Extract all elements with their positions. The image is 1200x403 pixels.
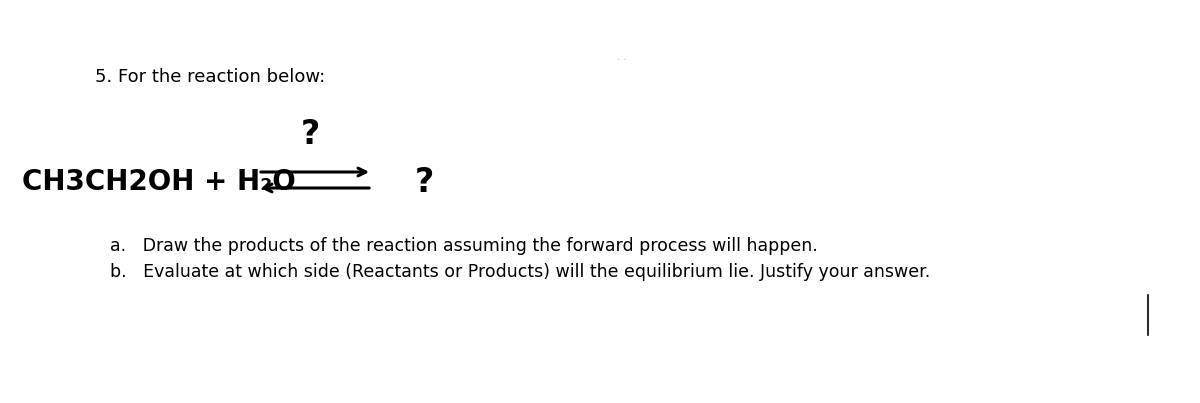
Text: a.   Draw the products of the reaction assuming the forward process will happen.: a. Draw the products of the reaction ass… <box>110 237 817 255</box>
Text: ?: ? <box>300 118 319 151</box>
Text: 5. For the reaction below:: 5. For the reaction below: <box>95 68 325 86</box>
Text: ?: ? <box>415 166 434 199</box>
Text: b.   Evaluate at which side (Reactants or Products) will the equilibrium lie. Ju: b. Evaluate at which side (Reactants or … <box>110 263 930 281</box>
Text: . .: . . <box>618 52 626 62</box>
Text: CH3CH2OH + H₂O: CH3CH2OH + H₂O <box>22 168 295 196</box>
